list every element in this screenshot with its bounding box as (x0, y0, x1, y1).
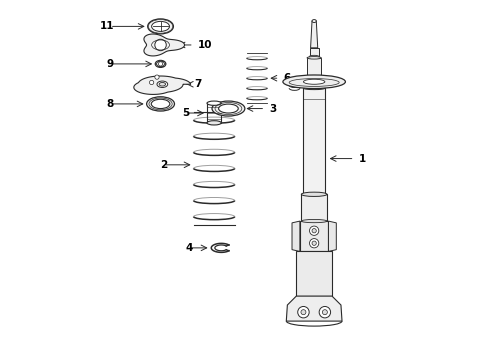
Ellipse shape (157, 81, 167, 87)
Ellipse shape (303, 79, 324, 84)
Polygon shape (285, 296, 341, 321)
Ellipse shape (301, 192, 326, 197)
Circle shape (309, 239, 318, 248)
Circle shape (322, 310, 326, 315)
Ellipse shape (155, 60, 165, 67)
Text: 8: 8 (107, 99, 114, 109)
Polygon shape (291, 221, 299, 251)
Circle shape (309, 226, 318, 235)
Text: 5: 5 (182, 108, 189, 118)
Polygon shape (306, 58, 321, 76)
Ellipse shape (308, 55, 319, 58)
Ellipse shape (303, 87, 324, 90)
Ellipse shape (301, 220, 326, 223)
Ellipse shape (206, 101, 221, 105)
Ellipse shape (206, 121, 221, 125)
Text: 9: 9 (107, 59, 114, 69)
Circle shape (319, 306, 330, 318)
Ellipse shape (212, 101, 244, 116)
Text: 2: 2 (160, 160, 167, 170)
Text: 7: 7 (194, 79, 202, 89)
Text: 3: 3 (269, 104, 276, 113)
Polygon shape (143, 34, 184, 56)
Circle shape (158, 62, 163, 66)
Circle shape (300, 310, 305, 315)
Polygon shape (301, 194, 326, 221)
Ellipse shape (146, 97, 174, 111)
Ellipse shape (306, 57, 321, 59)
Circle shape (311, 241, 316, 246)
Ellipse shape (151, 21, 169, 31)
Ellipse shape (283, 75, 345, 89)
Circle shape (297, 306, 308, 318)
Text: 1: 1 (358, 154, 366, 163)
Ellipse shape (311, 19, 316, 22)
Circle shape (155, 39, 166, 51)
Ellipse shape (218, 104, 238, 113)
Polygon shape (303, 88, 324, 194)
Text: 10: 10 (198, 40, 212, 50)
Text: 11: 11 (100, 21, 114, 31)
Ellipse shape (151, 99, 169, 109)
Ellipse shape (159, 82, 165, 86)
Ellipse shape (147, 19, 173, 34)
Circle shape (149, 80, 153, 85)
Polygon shape (309, 48, 318, 57)
Polygon shape (299, 221, 328, 251)
Polygon shape (310, 21, 317, 48)
Text: 4: 4 (185, 243, 192, 253)
Polygon shape (134, 76, 190, 94)
Polygon shape (296, 251, 331, 296)
Circle shape (311, 229, 316, 233)
Polygon shape (328, 221, 336, 251)
Circle shape (155, 75, 159, 79)
Text: 6: 6 (283, 73, 290, 83)
